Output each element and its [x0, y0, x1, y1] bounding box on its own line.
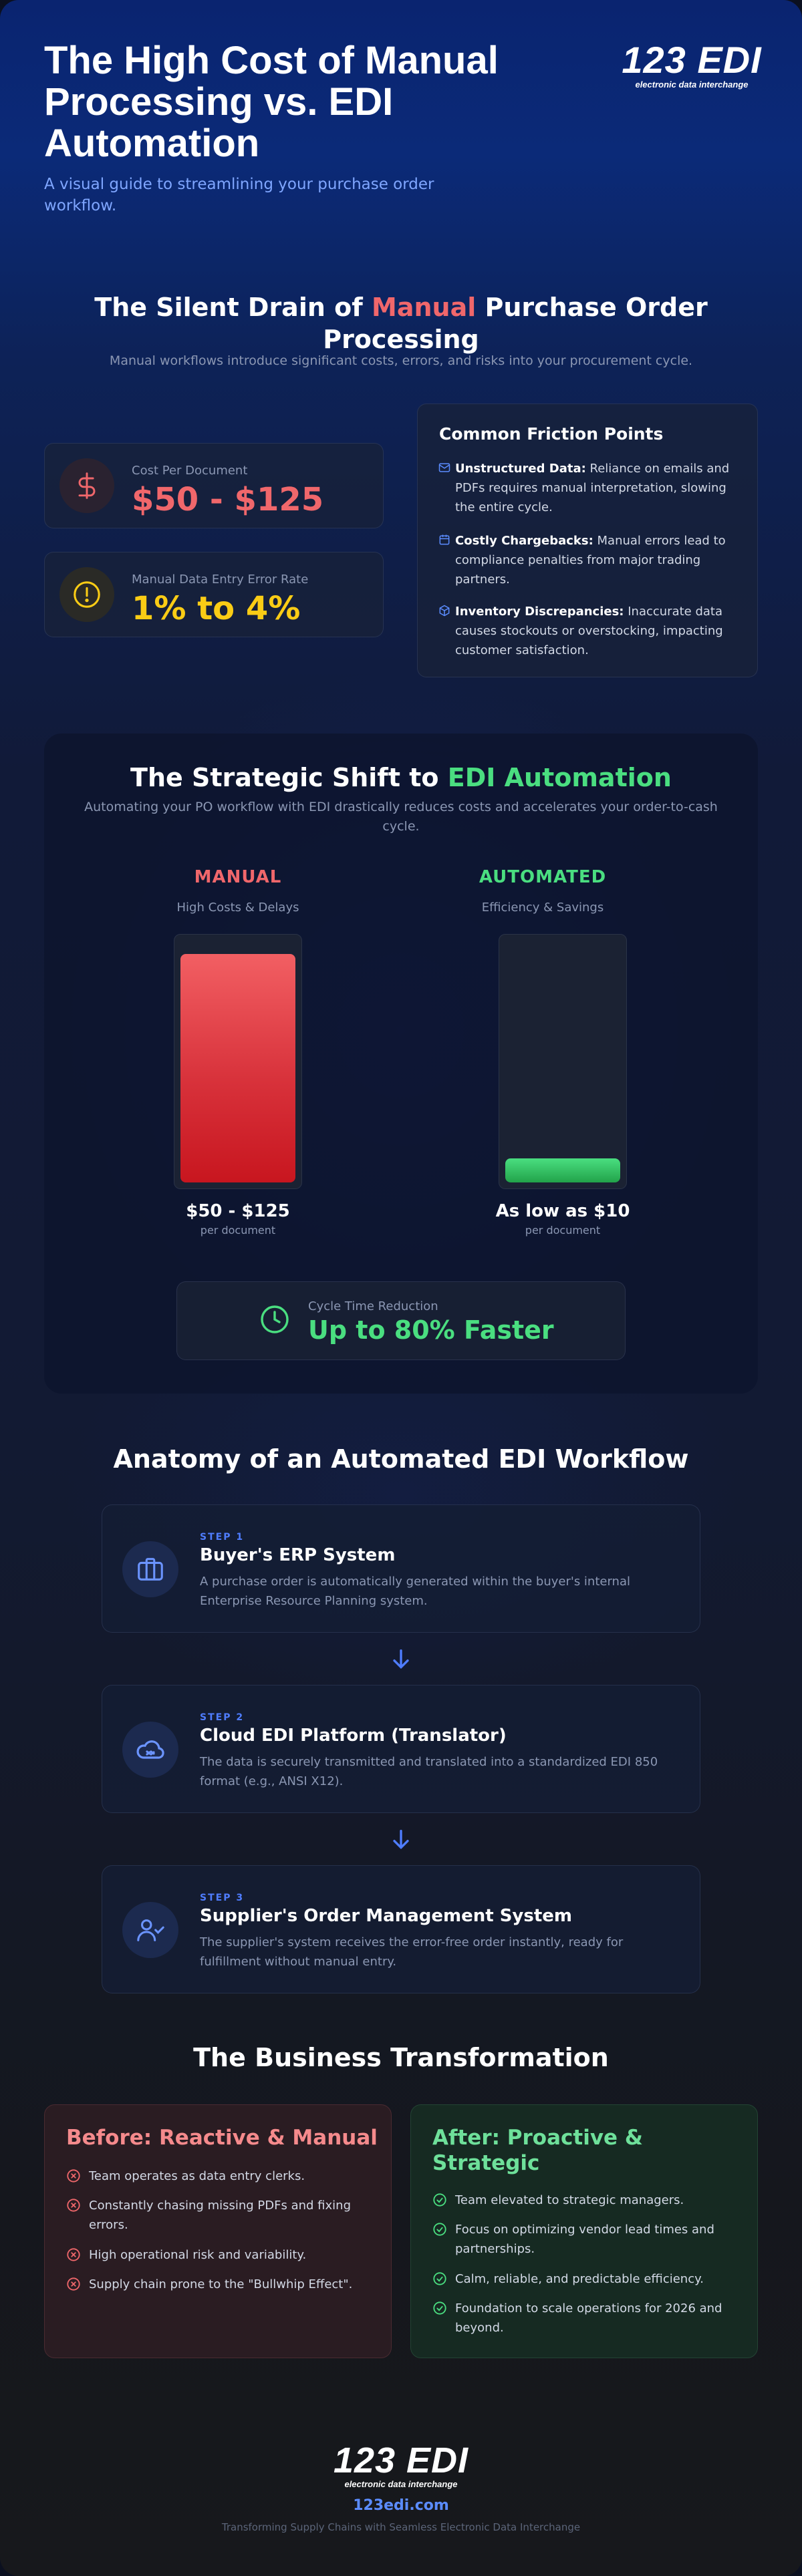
stat-value: $50 - $125: [132, 481, 324, 518]
automated-per: per document: [525, 1224, 601, 1237]
step-description: The data is securely transmitted and tra…: [200, 1755, 658, 1788]
stat-label: Cost Per Document: [132, 464, 248, 478]
before-item: Team operates as data entry clerks.: [66, 2166, 380, 2186]
friction-title: Common Friction Points: [439, 424, 664, 444]
shift-title: The Strategic Shift to EDI Automation: [130, 763, 672, 792]
step-number: STEP 3: [200, 1893, 245, 1903]
check-circle-icon: [432, 2220, 455, 2259]
manual-bar-track: [174, 934, 302, 1189]
workflow-step: STEP 1 Buyer's ERP System A purchase ord…: [102, 1504, 700, 1633]
footer-tagline: Transforming Supply Chains with Seamless…: [221, 2521, 581, 2533]
x-circle-icon: [66, 2196, 89, 2235]
before-item: High operational risk and variability.: [66, 2245, 380, 2265]
step-description: The supplier's system receives the error…: [200, 1935, 624, 1969]
friction-points-card: Common Friction Points Unstructured Data…: [417, 404, 758, 677]
arrow-down-icon: [388, 1646, 414, 1673]
box-icon: [438, 602, 455, 660]
x-circle-icon: [66, 2166, 89, 2186]
stat-card-error-rate: Manual Data Entry Error Rate 1% to 4%: [44, 552, 384, 637]
after-item: Team elevated to strategic managers.: [432, 2191, 747, 2210]
x-circle-icon: [66, 2245, 89, 2265]
friction-item: Inventory Discrepancies: Inaccurate data…: [438, 602, 732, 660]
step-number: STEP 2: [200, 1712, 245, 1723]
step-title: Supplier's Order Management System: [200, 1906, 573, 1926]
automated-sub: Efficiency & Savings: [481, 901, 604, 915]
footer-logo: 123 EDI electronic data interchange: [333, 2440, 469, 2489]
step-title: Buyer's ERP System: [200, 1545, 396, 1565]
hero-subtitle: A visual guide to streamlining your purc…: [44, 176, 434, 214]
manual-value: $50 - $125: [186, 1201, 290, 1221]
manual-bar: [180, 954, 295, 1182]
strategic-shift-panel: The Strategic Shift to EDI Automation Au…: [44, 734, 758, 1394]
manual-head: MANUAL: [194, 867, 282, 887]
workflow-title: Anatomy of an Automated EDI Workflow: [113, 1444, 689, 1474]
after-card: After: Proactive & Strategic Team elevat…: [410, 2104, 758, 2358]
x-circle-icon: [66, 2275, 89, 2294]
after-item: Foundation to scale operations for 2026 …: [432, 2299, 747, 2338]
stat-value: 1% to 4%: [132, 590, 301, 627]
manual-sub: High Costs & Delays: [176, 901, 299, 915]
step-description: A purchase order is automatically genera…: [200, 1575, 630, 1608]
after-title: After: Proactive & Strategic: [432, 2126, 643, 2175]
header-logo: 123 EDI electronic data interchange: [622, 39, 762, 90]
automated-value: As low as $10: [495, 1201, 630, 1221]
workflow-step: STEP 3 Supplier's Order Management Syste…: [102, 1865, 700, 1993]
after-item: Calm, reliable, and predictable efficien…: [432, 2269, 747, 2289]
step-title: Cloud EDI Platform (Translator): [200, 1726, 507, 1746]
friction-item: Unstructured Data: Reliance on emails an…: [438, 459, 732, 517]
before-item: Supply chain prone to the "Bullwhip Effe…: [66, 2275, 380, 2294]
briefcase-icon: [122, 1541, 178, 1597]
calendar-icon: [438, 531, 455, 589]
after-item: Focus on optimizing vendor lead times an…: [432, 2220, 747, 2259]
workflow-step: STEP 2 Cloud EDI Platform (Translator) T…: [102, 1685, 700, 1813]
automated-bar-track: [499, 934, 627, 1189]
clock-icon: [259, 1303, 291, 1338]
mail-icon: [438, 459, 455, 517]
alert-icon: [59, 567, 114, 622]
check-circle-icon: [432, 2191, 455, 2210]
transformation-title: The Business Transformation: [193, 2043, 609, 2072]
check-circle-icon: [432, 2269, 455, 2289]
stat-card-cost: Cost Per Document $50 - $125: [44, 443, 384, 528]
before-item: Constantly chasing missing PDFs and fixi…: [66, 2196, 380, 2235]
before-title: Before: Reactive & Manual: [66, 2126, 378, 2150]
cycle-time-card: Cycle Time Reduction Up to 80% Faster: [176, 1281, 626, 1360]
automated-head: AUTOMATED: [479, 867, 607, 887]
shift-subtitle: Automating your PO workflow with EDI dra…: [84, 800, 718, 834]
cycle-value: Up to 80% Faster: [308, 1315, 554, 1345]
step-number: STEP 1: [200, 1532, 245, 1543]
silent-drain-subtitle: Manual workflows introduce significant c…: [109, 353, 693, 368]
footer-url-link[interactable]: 123edi.com: [353, 2497, 449, 2514]
manual-per: per document: [200, 1224, 276, 1237]
arrow-down-icon: [388, 1826, 414, 1853]
silent-drain-title: The Silent Drain of Manual Purchase Orde…: [94, 293, 708, 354]
friction-item: Costly Chargebacks: Manual errors lead t…: [438, 531, 732, 589]
user-check-icon: [122, 1902, 178, 1958]
before-card: Before: Reactive & Manual Team operates …: [44, 2104, 392, 2358]
stat-label: Manual Data Entry Error Rate: [132, 573, 309, 587]
automated-bar: [505, 1158, 620, 1182]
dollar-icon: [59, 458, 114, 513]
cloud-sync-icon: [122, 1722, 178, 1778]
hero-title: The High Cost of Manual Processing vs. E…: [44, 39, 499, 165]
cycle-label: Cycle Time Reduction: [308, 1299, 438, 1313]
check-circle-icon: [432, 2299, 455, 2338]
